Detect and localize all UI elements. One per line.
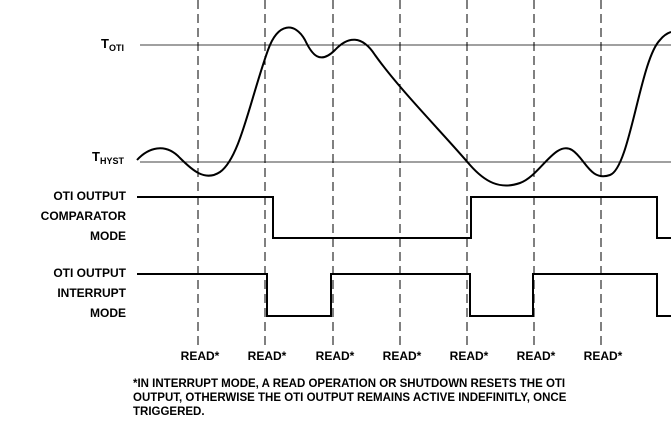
level-sub: OTI: [109, 43, 124, 53]
read-label: READ*: [248, 349, 287, 363]
level-main: T: [92, 149, 100, 164]
footnote-line: TRIGGERED.: [133, 406, 205, 418]
footnote-line: OUTPUT, OTHERWISE THE OTI OUTPUT REMAINS…: [133, 392, 567, 404]
read-label: READ*: [450, 349, 489, 363]
signal-label: COMPARATOR: [41, 209, 127, 223]
read-label: READ*: [383, 349, 422, 363]
read-label: READ*: [181, 349, 220, 363]
interrupt-signal: [137, 273, 671, 317]
footnote-line: *IN INTERRUPT MODE, A READ OPERATION OR …: [133, 378, 565, 390]
signal-label: OTI OUTPUT: [53, 266, 126, 280]
level-main: T: [101, 36, 109, 51]
read-markers: [197, 0, 602, 345]
signal-label: INTERRUPT: [57, 286, 126, 300]
level-sub: HYST: [100, 156, 125, 166]
signal-label: MODE: [90, 306, 126, 320]
signal-label: OTI OUTPUT: [53, 189, 126, 203]
level-label: TOTI: [101, 36, 124, 53]
signal-label: MODE: [90, 229, 126, 243]
read-label: READ*: [517, 349, 556, 363]
temperature-curve: [136, 26, 671, 187]
read-label: READ*: [584, 349, 623, 363]
level-label: THYST: [92, 149, 124, 166]
comparator-signal: [137, 196, 671, 239]
read-label: READ*: [316, 349, 355, 363]
